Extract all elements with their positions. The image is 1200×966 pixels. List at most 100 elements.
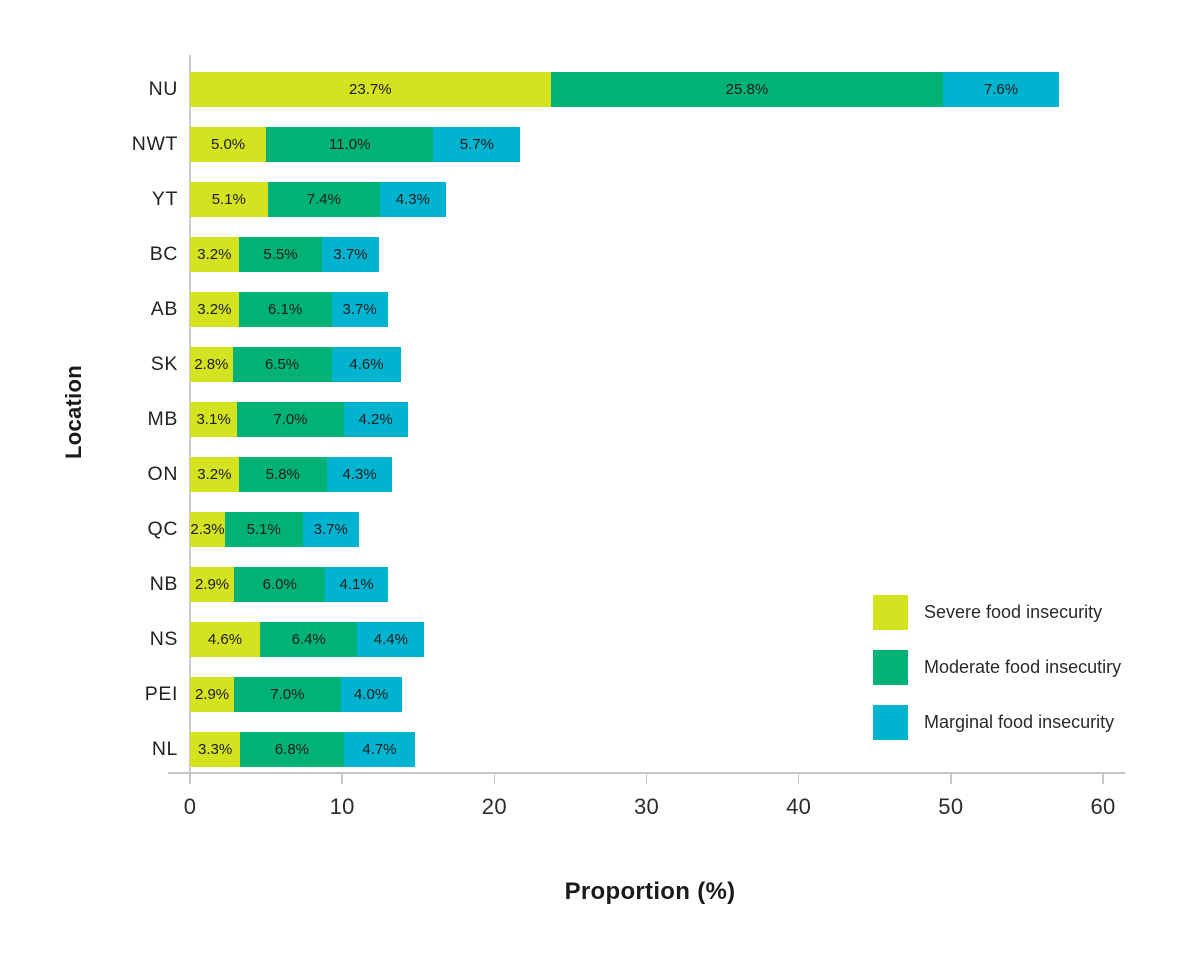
legend-label: Severe food insecurity <box>924 602 1103 622</box>
bar-value-label: 3.7% <box>333 246 368 263</box>
x-tick-mark-40 <box>797 773 800 784</box>
x-axis-line <box>168 772 1125 774</box>
bar-row-ns: 4.6% 6.4% 4.4% <box>190 622 425 657</box>
bar-row-bc: 3.2% 5.5% 3.7% <box>190 237 379 272</box>
bar-row-yt: 5.1% 7.4% 4.3% <box>190 182 446 217</box>
bar-value-label: 3.2% <box>197 246 232 263</box>
bar-segment-moderate-ab: 6.1% <box>238 292 332 327</box>
bar-value-label: 3.1% <box>196 411 231 428</box>
x-tick-mark-10 <box>341 773 343 784</box>
bar-value-label: 3.3% <box>198 741 233 758</box>
x-tick-mark-60 <box>1102 773 1104 784</box>
bar-value-label: 2.9% <box>194 576 230 593</box>
bar-segment-moderate-ns: 6.4% <box>259 622 358 657</box>
bar-segment-moderate-nl: 6.8% <box>240 732 344 767</box>
legend-item-moderate: Moderate food insecutiry <box>873 650 1121 685</box>
bar-segment-moderate-qc: 5.1% <box>224 512 303 547</box>
x-tick-mark-30 <box>645 773 648 784</box>
bar-segment-severe-nu: 23.7% <box>190 72 551 107</box>
bar-value-label: 7.4% <box>306 191 341 208</box>
category-label-sk: SK <box>150 353 178 375</box>
bar-segment-marginal-on: 4.3% <box>326 457 393 492</box>
bar-row-mb: 3.1% 7.0% 4.2% <box>190 402 408 437</box>
bar-row-pei: 2.9% 7.0% 4.0% <box>190 677 402 712</box>
bar-segment-severe-mb: 3.1% <box>190 402 238 437</box>
category-label-nwt: NWT <box>131 133 178 155</box>
bar-segment-moderate-on: 5.8% <box>238 457 327 492</box>
bar-value-label: 4.6% <box>207 631 243 648</box>
category-label-ns: NS <box>149 628 178 650</box>
bar-segment-marginal-nu: 7.6% <box>943 72 1059 107</box>
bar-segment-moderate-sk: 6.5% <box>232 347 332 382</box>
bar-segment-moderate-mb: 7.0% <box>237 402 344 437</box>
category-label-nb: NB <box>149 573 178 595</box>
bar-segment-marginal-nb: 4.1% <box>325 567 388 602</box>
bar-value-label: 5.7% <box>459 136 494 153</box>
x-tick-label-50: 50 <box>938 794 964 819</box>
bar-row-on: 3.2% 5.8% 4.3% <box>190 457 393 492</box>
category-label-on: ON <box>147 463 178 485</box>
category-label-pei: PEI <box>144 683 178 705</box>
bar-segment-moderate-yt: 7.4% <box>267 182 381 217</box>
bar-segment-marginal-yt: 4.3% <box>380 182 446 217</box>
bar-value-label: 2.3% <box>190 521 225 538</box>
bar-value-label: 6.1% <box>267 301 303 318</box>
bar-segment-severe-ab: 3.2% <box>190 292 239 327</box>
bar-segment-moderate-nu: 25.8% <box>550 72 944 107</box>
bar-segment-moderate-bc: 5.5% <box>238 237 323 272</box>
bar-row-nwt: 5.0% 11.0% 5.7% <box>190 127 521 162</box>
bar-value-label: 6.8% <box>274 741 310 758</box>
bar-value-label: 25.8% <box>725 81 769 98</box>
category-label-yt: YT <box>151 188 178 210</box>
bar-value-label: 23.7% <box>349 81 392 98</box>
x-tick-label-30: 30 <box>633 794 660 819</box>
legend-label: Marginal food insecurity <box>924 712 1115 732</box>
bar-value-label: 2.9% <box>194 686 230 703</box>
bar-segment-moderate-nb: 6.0% <box>234 567 326 602</box>
bar-segment-severe-nl: 3.3% <box>190 732 241 767</box>
bar-value-label: 3.2% <box>197 301 232 318</box>
bar-row-nu: 23.7% 25.8% 7.6% <box>190 72 1059 107</box>
bar-row-sk: 2.8% 6.5% 4.6% <box>190 347 402 382</box>
bar-value-label: 4.4% <box>373 631 408 648</box>
bar-segment-severe-bc: 3.2% <box>190 237 239 272</box>
bar-segment-severe-pei: 2.9% <box>190 677 235 712</box>
x-tick-label-10: 10 <box>329 794 355 819</box>
legend-label: Moderate food insecutiry <box>924 657 1122 677</box>
legend-swatch-marginal <box>873 705 908 740</box>
legend-item-marginal: Marginal food insecurity <box>873 705 1114 740</box>
bar-value-label: 3.7% <box>313 521 348 538</box>
bar-segment-marginal-sk: 4.6% <box>331 347 402 382</box>
bar-value-label: 4.7% <box>362 741 397 758</box>
bar-value-label: 4.2% <box>358 411 393 428</box>
category-label-mb: MB <box>147 408 178 430</box>
bar-segment-marginal-bc: 3.7% <box>322 237 379 272</box>
bar-value-label: 4.1% <box>339 576 374 593</box>
bar-value-label: 3.7% <box>342 301 377 318</box>
bar-segment-moderate-nwt: 11.0% <box>266 127 434 162</box>
legend-swatch-moderate <box>873 650 908 685</box>
y-axis-line <box>189 55 191 773</box>
bar-value-label: 11.0% <box>329 136 371 153</box>
bar-value-label: 6.0% <box>262 576 297 593</box>
x-tick-label-40: 40 <box>786 794 812 819</box>
bar-value-label: 7.0% <box>270 686 305 703</box>
bar-segment-severe-nb: 2.9% <box>190 567 235 602</box>
bar-value-label: 5.1% <box>211 191 246 208</box>
category-label-qc: QC <box>147 518 178 540</box>
bar-row-nl: 3.3% 6.8% 4.7% <box>190 732 416 767</box>
bar-value-label: 3.2% <box>197 466 232 483</box>
bar-value-label: 7.6% <box>983 81 1019 98</box>
bar-value-label: 5.1% <box>246 521 281 538</box>
bar-value-label: 2.8% <box>194 356 229 373</box>
bar-value-label: 4.6% <box>349 356 384 373</box>
bar-segment-marginal-nl: 4.7% <box>343 732 416 767</box>
bar-segment-marginal-ns: 4.4% <box>357 622 425 657</box>
bar-value-label: 5.8% <box>265 466 300 483</box>
x-tick-label-60: 60 <box>1090 794 1116 819</box>
category-label-nl: NL <box>151 738 178 760</box>
bar-segment-marginal-mb: 4.2% <box>343 402 408 437</box>
bar-segment-severe-on: 3.2% <box>190 457 239 492</box>
category-label-nu: NU <box>148 78 178 100</box>
